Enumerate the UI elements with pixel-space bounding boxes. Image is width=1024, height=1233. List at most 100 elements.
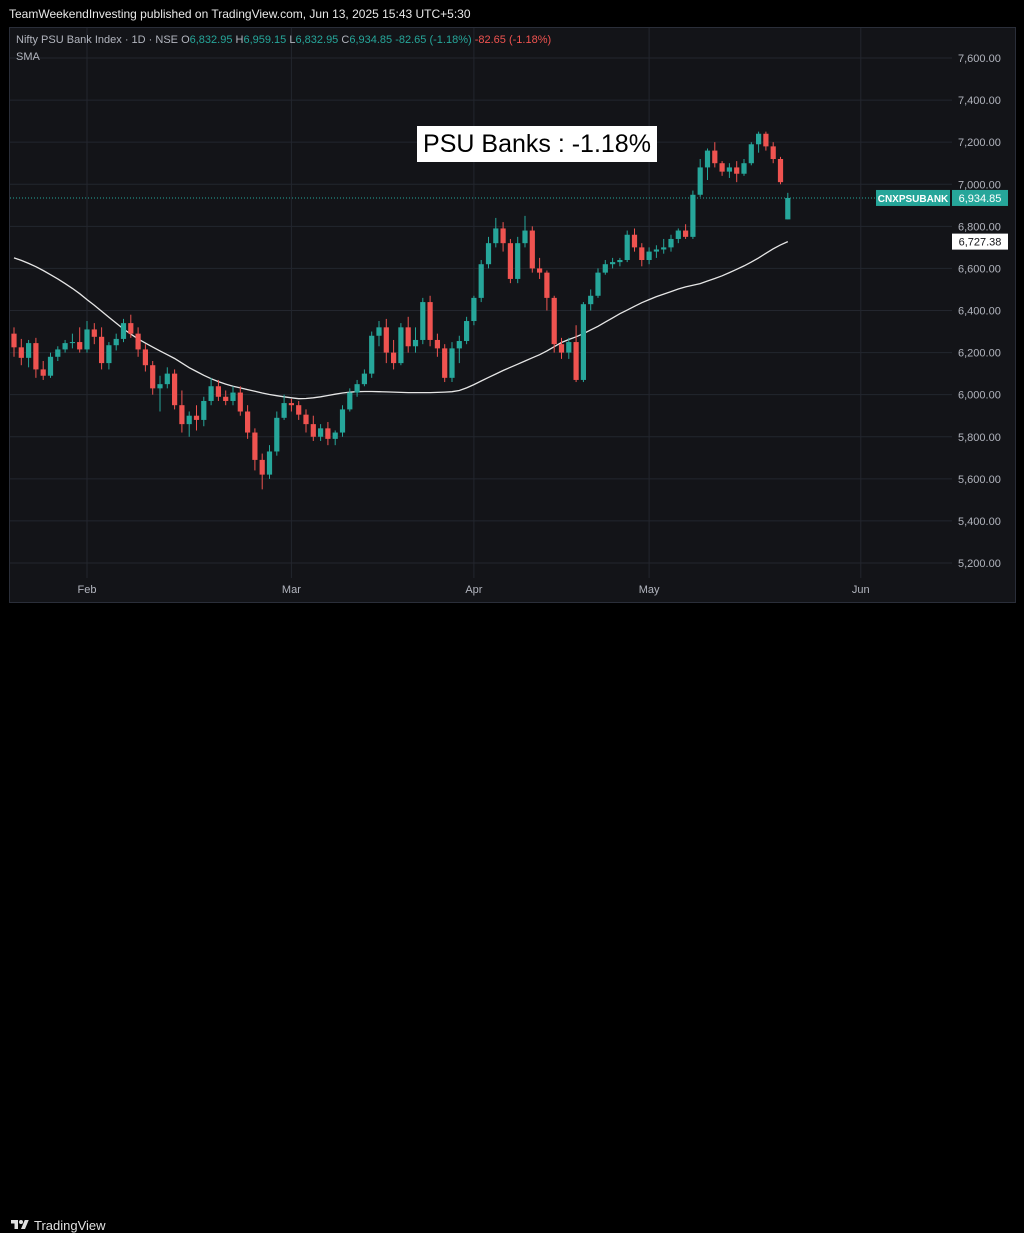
candle-body xyxy=(507,243,513,279)
change-value-secondary: -82.65 (-1.18%) xyxy=(474,34,552,46)
candle-body xyxy=(464,321,470,342)
candle-body xyxy=(763,133,769,147)
candle-body xyxy=(756,133,762,145)
candle-body xyxy=(398,327,404,364)
candle-body xyxy=(26,343,32,358)
candle-body xyxy=(529,230,535,269)
y-tick-label: 6,400.00 xyxy=(958,306,1001,318)
candle-body xyxy=(252,432,258,460)
candle-body xyxy=(726,167,732,172)
candle-body xyxy=(18,347,24,358)
candle-body xyxy=(91,329,97,337)
candle-body xyxy=(522,230,528,244)
candle-body xyxy=(164,373,170,385)
symbol-info[interactable]: Nifty PSU Bank Index · 1D · NSE xyxy=(16,34,178,46)
x-tick-label: Mar xyxy=(282,584,301,596)
candle-body xyxy=(208,386,214,401)
candle-body xyxy=(223,396,229,401)
candle-body xyxy=(245,411,251,433)
y-tick-label: 6,200.00 xyxy=(958,348,1001,360)
candle-body xyxy=(719,163,725,172)
candle-body xyxy=(113,338,119,346)
candle-body xyxy=(558,344,565,353)
candle-body xyxy=(11,333,17,348)
candle-body xyxy=(383,327,389,353)
candle-body xyxy=(646,251,652,260)
candle-body xyxy=(683,230,689,237)
price-chart[interactable]: 5,200.00 5,400.00 5,600.00 5,800.00 6,000.00… xyxy=(0,0,1024,604)
x-tick-label: Jun xyxy=(852,584,870,596)
candle-body xyxy=(106,345,112,364)
y-tick-label: 5,200.00 xyxy=(958,558,1001,570)
x-tick-label: Apr xyxy=(465,584,482,596)
candle-body xyxy=(456,341,462,349)
close-label: C xyxy=(341,34,350,46)
sma-price-label: 6,727.38 xyxy=(959,237,1002,249)
y-tick-label: 7,600.00 xyxy=(958,53,1001,65)
candle-body xyxy=(391,352,397,364)
candle-body xyxy=(281,403,287,418)
candle-body xyxy=(624,234,630,260)
last-price-tag xyxy=(952,189,1008,206)
candle-body xyxy=(376,327,382,336)
open-value: 6,832.95 xyxy=(189,34,233,46)
y-tick-label: 7,400.00 xyxy=(958,95,1001,107)
y-tick-label: 7,200.00 xyxy=(958,137,1001,149)
candle-body xyxy=(135,333,141,350)
candle-body xyxy=(493,228,499,244)
candle-body xyxy=(485,243,492,265)
candle-body xyxy=(690,194,696,237)
header-bar: TeamWeekendInvesting published on Tradin… xyxy=(0,0,1024,26)
high-value: 6,959.15 xyxy=(243,34,287,46)
candle-body xyxy=(478,264,484,298)
candle-body xyxy=(172,373,178,406)
candle-body xyxy=(157,384,163,389)
x-tick-label: Feb xyxy=(78,584,97,596)
candle-body xyxy=(369,335,375,374)
candle-body xyxy=(99,336,105,364)
symbol-tag-label: CNXPSUBANK xyxy=(878,194,949,205)
candle-body xyxy=(332,432,338,439)
candle-body xyxy=(237,392,243,412)
candle-body xyxy=(449,348,455,378)
chart-panel[interactable] xyxy=(9,27,1016,603)
candle-body xyxy=(653,249,659,252)
footer-bar: TradingView xyxy=(0,604,1024,1233)
tradingview-brand[interactable]: TradingView xyxy=(34,1218,106,1233)
candle-body xyxy=(427,302,433,340)
candle-body xyxy=(675,230,681,239)
low-label: L xyxy=(289,34,296,46)
candle-body xyxy=(668,238,674,248)
candle-body xyxy=(55,349,61,357)
candle-body xyxy=(471,297,477,322)
candle-body xyxy=(405,327,411,347)
candle-body xyxy=(259,459,265,475)
last-price-label: 6,934.85 xyxy=(959,193,1002,205)
candle-body xyxy=(33,343,39,370)
candle-body xyxy=(339,409,346,433)
candle-body xyxy=(748,144,754,164)
candle-body xyxy=(566,342,572,353)
change-value: -82.65 (-1.18%) xyxy=(395,34,472,46)
candle-body xyxy=(274,417,280,452)
candle-body xyxy=(296,405,302,415)
candle-body xyxy=(631,234,638,248)
candle-body xyxy=(580,304,586,380)
candle-body xyxy=(712,150,718,164)
ohlc-legend: Nifty PSU Bank Index · 1D · NSE O6,832.9… xyxy=(16,34,551,46)
candle-body xyxy=(347,392,353,410)
candle-body xyxy=(193,415,200,420)
candle-body xyxy=(310,424,316,437)
candle-body xyxy=(230,392,236,401)
candle-body xyxy=(595,272,601,296)
y-tick-label: 5,400.00 xyxy=(958,516,1001,528)
candle-body xyxy=(770,146,776,159)
sma-legend[interactable]: SMA xyxy=(16,51,40,63)
y-tick-label: 5,600.00 xyxy=(958,474,1001,486)
candle-body xyxy=(325,428,331,439)
candle-body xyxy=(412,339,419,347)
candle-body xyxy=(420,302,426,340)
tradingview-logo-icon[interactable] xyxy=(10,1218,30,1232)
candle-body xyxy=(266,451,273,475)
